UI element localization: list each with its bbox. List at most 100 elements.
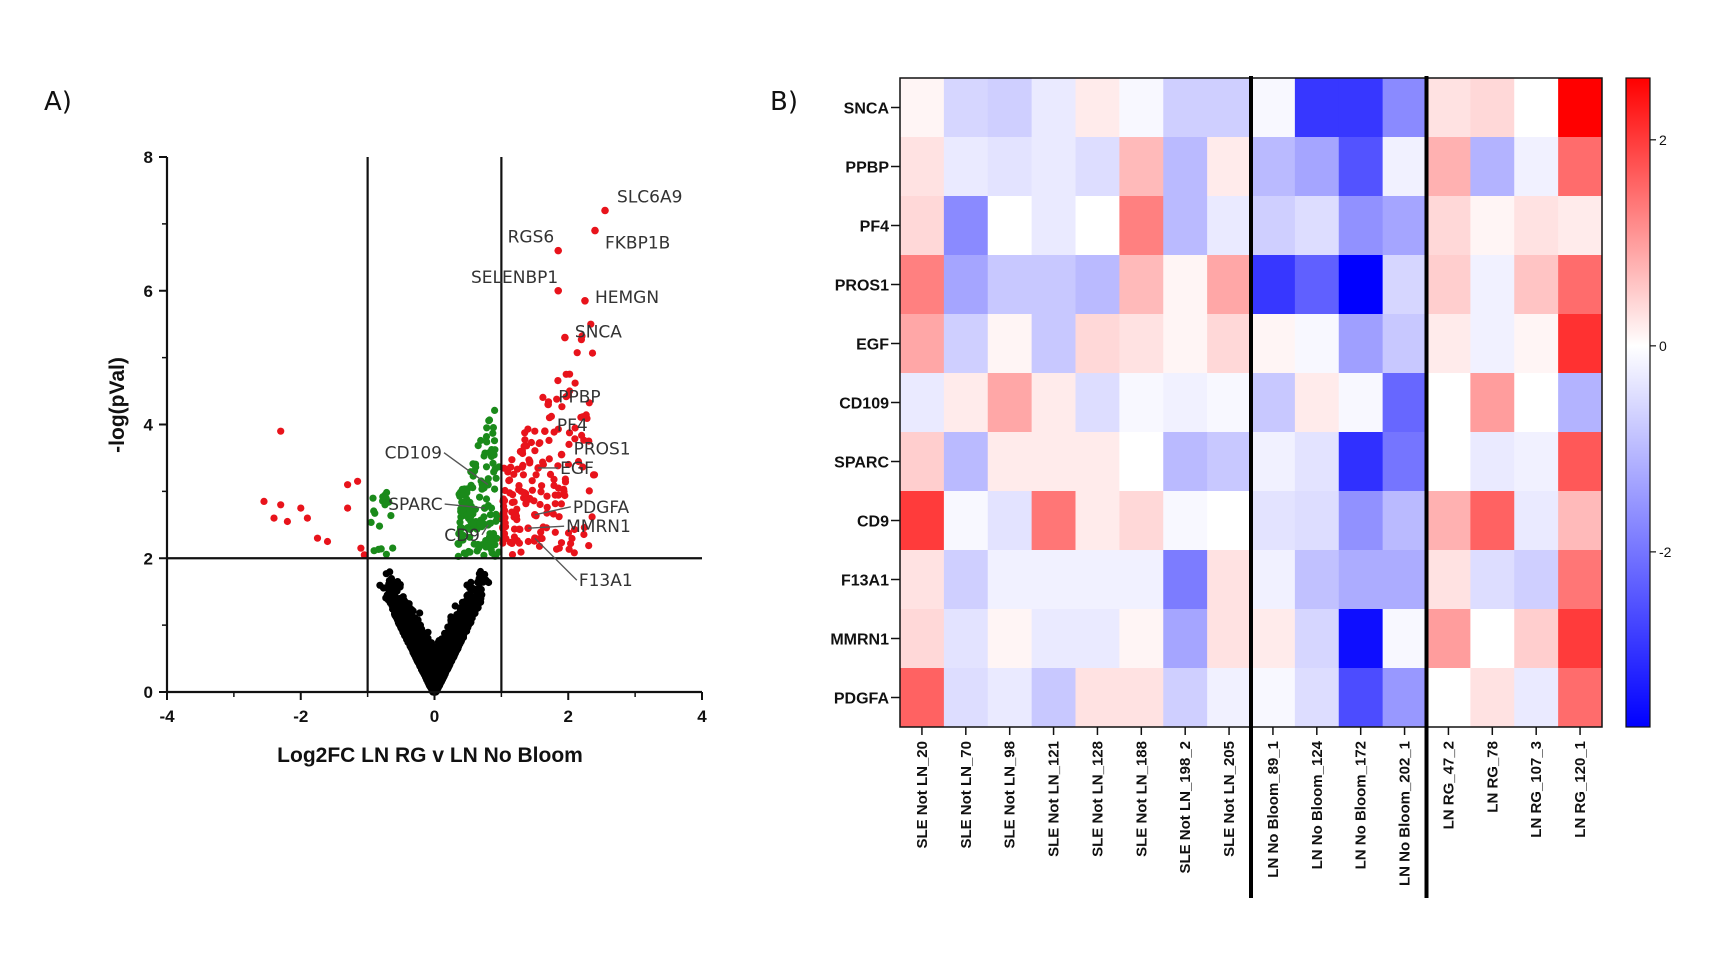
volcano-point (297, 504, 305, 512)
volcano-point (560, 488, 568, 496)
heatmap-cell (900, 432, 945, 492)
volcano-point (445, 650, 453, 658)
heatmap-cell (1338, 196, 1384, 256)
heatmap-cell (1119, 314, 1164, 374)
volcano-point (554, 425, 562, 433)
heatmap-cell (1382, 255, 1428, 315)
volcano-point (401, 621, 409, 629)
heatmap-cell (1294, 491, 1340, 551)
annotated-point (581, 296, 589, 305)
heatmap-cell (1075, 432, 1120, 492)
heatmap-cell (1119, 550, 1164, 610)
heatmap-cell (1470, 314, 1515, 374)
annotated-point (541, 427, 549, 435)
column-label: SLE Not LN_70 (958, 741, 975, 849)
volcano-point (460, 624, 468, 632)
volcano-point (323, 537, 332, 546)
heatmap-cell (1031, 255, 1077, 315)
volcano-point (553, 395, 561, 403)
volcano-point (420, 654, 428, 663)
column-label: LN No Bloom_172 (1353, 741, 1370, 869)
column-label: SLE Not LN_205 (1221, 741, 1238, 857)
heatmap-cell (1075, 78, 1120, 138)
volcano-point (427, 654, 435, 662)
volcano-point (400, 604, 408, 612)
heatmap-cell (1470, 432, 1515, 492)
heatmap-cell (1338, 255, 1384, 315)
heatmap-cell (1294, 196, 1340, 256)
volcano-point (580, 436, 588, 444)
volcano-point (480, 452, 488, 460)
volcano-point (484, 475, 492, 483)
volcano-point (551, 528, 559, 536)
heatmap-cell (1251, 314, 1296, 374)
heatmap-cell (1558, 609, 1603, 669)
volcano-axes: -4 -2 0 2 4 0 2 4 6 8 (144, 148, 708, 726)
heatmap-cell (1514, 550, 1559, 610)
volcano-point (570, 549, 578, 557)
heatmap-cell (987, 432, 1033, 492)
volcano-point (543, 503, 551, 511)
heatmap-cell (1470, 609, 1515, 669)
annotated-point (591, 226, 599, 235)
volcano-point (579, 413, 587, 421)
heatmap-cell (1470, 137, 1515, 197)
heatmap-cell (987, 255, 1033, 315)
volcano-point (393, 587, 401, 595)
volcano-point (585, 542, 593, 550)
volcano-point (483, 438, 491, 446)
annotation-leader (528, 525, 565, 529)
volcano-point (385, 594, 393, 602)
volcano-point (303, 514, 311, 522)
heatmap-cell (1207, 432, 1252, 492)
volcano-point (513, 505, 521, 513)
heatmap-cell (1514, 196, 1559, 256)
heatmap-cell (900, 196, 945, 256)
volcano-point (516, 448, 525, 456)
volcano-point (434, 648, 442, 657)
column-label: SLE Not LN_121 (1046, 741, 1063, 857)
heatmap-cell (1382, 196, 1428, 256)
volcano-point (550, 475, 558, 483)
gene-label: F13A1 (579, 571, 633, 591)
volcano-point (574, 457, 583, 466)
gene-label: PROS1 (574, 440, 631, 460)
volcano-point (482, 433, 491, 441)
volcano-point (277, 501, 285, 509)
heatmap-cells (899, 77, 1603, 728)
heatmap-cell (1031, 609, 1077, 669)
volcano-point (567, 540, 575, 548)
volcano-point (554, 377, 562, 385)
volcano-point (382, 550, 390, 558)
annotated-point (601, 206, 609, 215)
annotation-leader (444, 503, 485, 509)
row-label: CD109 (839, 396, 889, 413)
volcano-point (424, 675, 432, 683)
volcano-point (408, 620, 416, 628)
volcano-point (455, 540, 463, 548)
volcano-point (474, 442, 482, 450)
volcano-point (512, 512, 521, 520)
annotated-point (557, 450, 566, 459)
volcano-point (403, 613, 411, 621)
volcano-point (588, 513, 596, 521)
volcano-point (485, 449, 493, 457)
heatmap-cell (1426, 196, 1471, 256)
heatmap-cell (1294, 78, 1340, 138)
annotation-leader (534, 506, 571, 516)
heatmap-cell (943, 255, 989, 315)
volcano-point (476, 519, 484, 528)
heatmap-cell (1119, 196, 1164, 256)
heatmap-cell (1426, 609, 1471, 669)
gene-label: SELENBP1 (471, 268, 558, 288)
heatmap-cell (1207, 550, 1252, 610)
volcano-point (414, 657, 422, 665)
volcano-point (515, 482, 523, 490)
column-label: SLE Not LN_198_2 (1177, 741, 1194, 874)
volcano-point (459, 631, 467, 639)
volcano-point (555, 513, 563, 521)
volcano-point (445, 638, 453, 647)
gene-label: RGS6 (508, 228, 555, 248)
heatmap-cell (1338, 668, 1384, 728)
heatmap-cell (943, 432, 989, 492)
